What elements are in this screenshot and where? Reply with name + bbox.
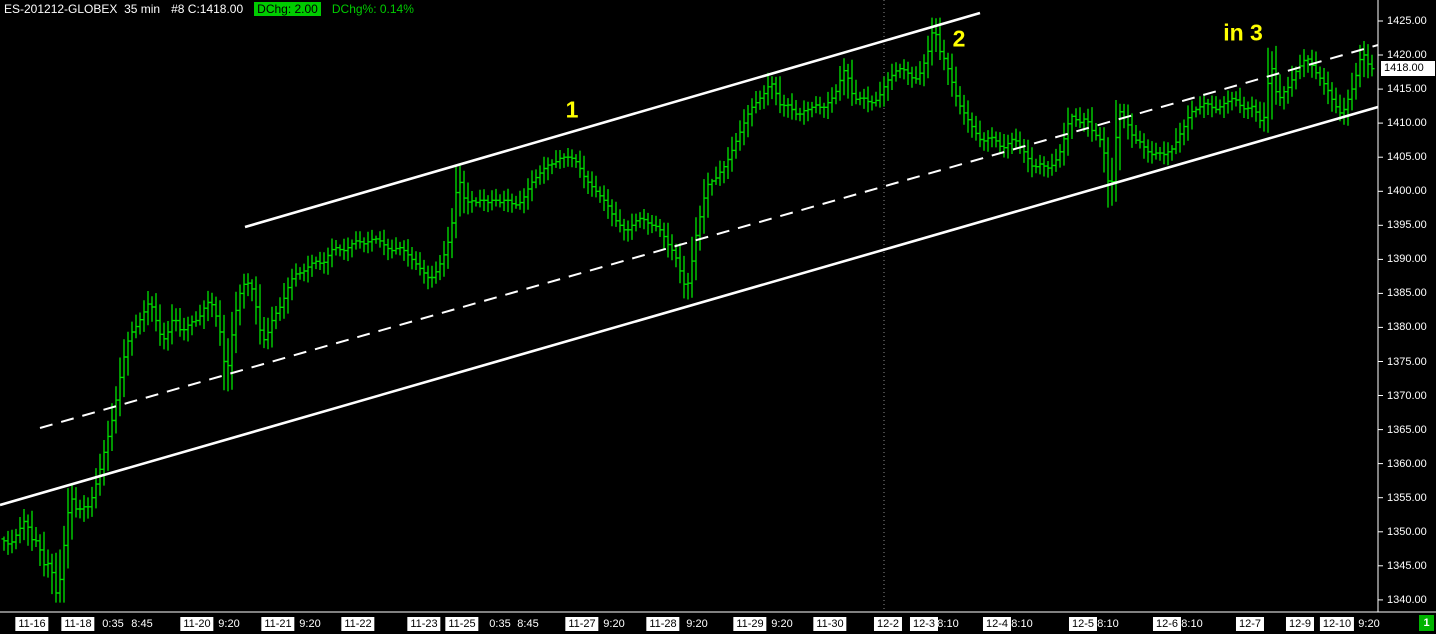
daily-change-chip: DChg: 2.00: [254, 2, 321, 16]
time-tick-label: 8:10: [1097, 618, 1119, 630]
date-tick-label: 12-4: [982, 617, 1012, 631]
date-tick-label: 11-30: [813, 617, 847, 631]
trendline-mid-dashed[interactable]: [39, 44, 1379, 429]
time-tick-label: 9:20: [771, 618, 793, 630]
chart-header: ES-201212-GLOBEX 35 min #8 C:1418.00 DCh…: [4, 1, 414, 17]
date-tick-label: 12-10: [1319, 617, 1355, 631]
wave-label[interactable]: 2: [952, 25, 966, 52]
date-tick-label: 12-7: [1235, 617, 1265, 631]
price-tick-label: 1385.00: [1387, 287, 1427, 300]
date-tick-label: 11-25: [445, 617, 479, 631]
price-tick-label: 1340.00: [1387, 593, 1427, 606]
trendline-lower-solid[interactable]: [0, 105, 1379, 507]
date-tick-label: 12-9: [1285, 617, 1315, 631]
price-tick-label: 1405.00: [1387, 151, 1427, 164]
price-tick-label: 1420.00: [1387, 49, 1427, 62]
time-tick-label: 8:45: [131, 618, 153, 630]
price-tick-label: 1415.00: [1387, 83, 1427, 96]
symbol-timeframe-label: ES-201212-GLOBEX 35 min: [4, 2, 161, 16]
price-tick-label: 1425.00: [1387, 15, 1427, 27]
price-tick-label: 1400.00: [1387, 185, 1427, 198]
date-tick-label: 12-2: [873, 617, 903, 631]
date-tick-label: 11-28: [646, 617, 680, 631]
time-tick-label: 9:20: [1358, 618, 1380, 630]
time-tick-label: 8:10: [937, 618, 959, 630]
price-tick-label: 1380.00: [1387, 321, 1427, 334]
wave-label[interactable]: in 3: [1223, 19, 1263, 46]
date-tick-label: 11-21: [261, 617, 295, 631]
time-tick-label: 9:20: [218, 618, 240, 630]
time-tick-label: 9:20: [686, 618, 708, 630]
price-tick-label: 1370.00: [1387, 389, 1427, 402]
current-price-tag: 1418.00: [1381, 61, 1435, 76]
time-tick-label: 0:35: [102, 618, 124, 630]
time-tick-label: 8:10: [1011, 618, 1033, 630]
time-tick-label: 9:20: [603, 618, 625, 630]
ohlc-bars-series: [1, 17, 1375, 603]
date-tick-label: 11-22: [341, 617, 375, 631]
date-tick-label: 11-23: [407, 617, 441, 631]
price-tick-label: 1375.00: [1387, 355, 1427, 368]
time-tick-label: 0:35: [489, 618, 511, 630]
date-tick-label: 11-27: [565, 617, 599, 631]
price-tick-label: 1395.00: [1387, 219, 1427, 232]
trendline-upper-solid[interactable]: [244, 11, 981, 229]
time-tick-label: 8:10: [1181, 618, 1203, 630]
price-tick-label: 1350.00: [1387, 525, 1427, 538]
price-tick-label: 1365.00: [1387, 423, 1427, 436]
wave-label[interactable]: 1: [565, 96, 579, 123]
price-tick-label: 1390.00: [1387, 253, 1427, 266]
page-number-badge[interactable]: 1: [1419, 615, 1434, 631]
date-tick-label: 11-18: [61, 617, 95, 631]
date-tick-label: 12-6: [1152, 617, 1182, 631]
price-tick-label: 1345.00: [1387, 559, 1427, 572]
date-tick-label: 11-29: [733, 617, 767, 631]
time-tick-label: 8:45: [517, 618, 539, 630]
daily-change-pct-label: DChg%: 0.14%: [331, 2, 414, 16]
date-tick-label: 12-3: [909, 617, 939, 631]
price-tick-label: 1355.00: [1387, 491, 1427, 504]
date-tick-label: 12-5: [1068, 617, 1098, 631]
date-tick-label: 11-20: [180, 617, 214, 631]
date-tick-label: 11-16: [15, 617, 49, 631]
price-tick-label: 1410.00: [1387, 117, 1427, 130]
price-tick-label: 1360.00: [1387, 457, 1427, 470]
bar-close-label: #8 C:1418.00: [171, 2, 244, 16]
time-tick-label: 9:20: [299, 618, 321, 630]
